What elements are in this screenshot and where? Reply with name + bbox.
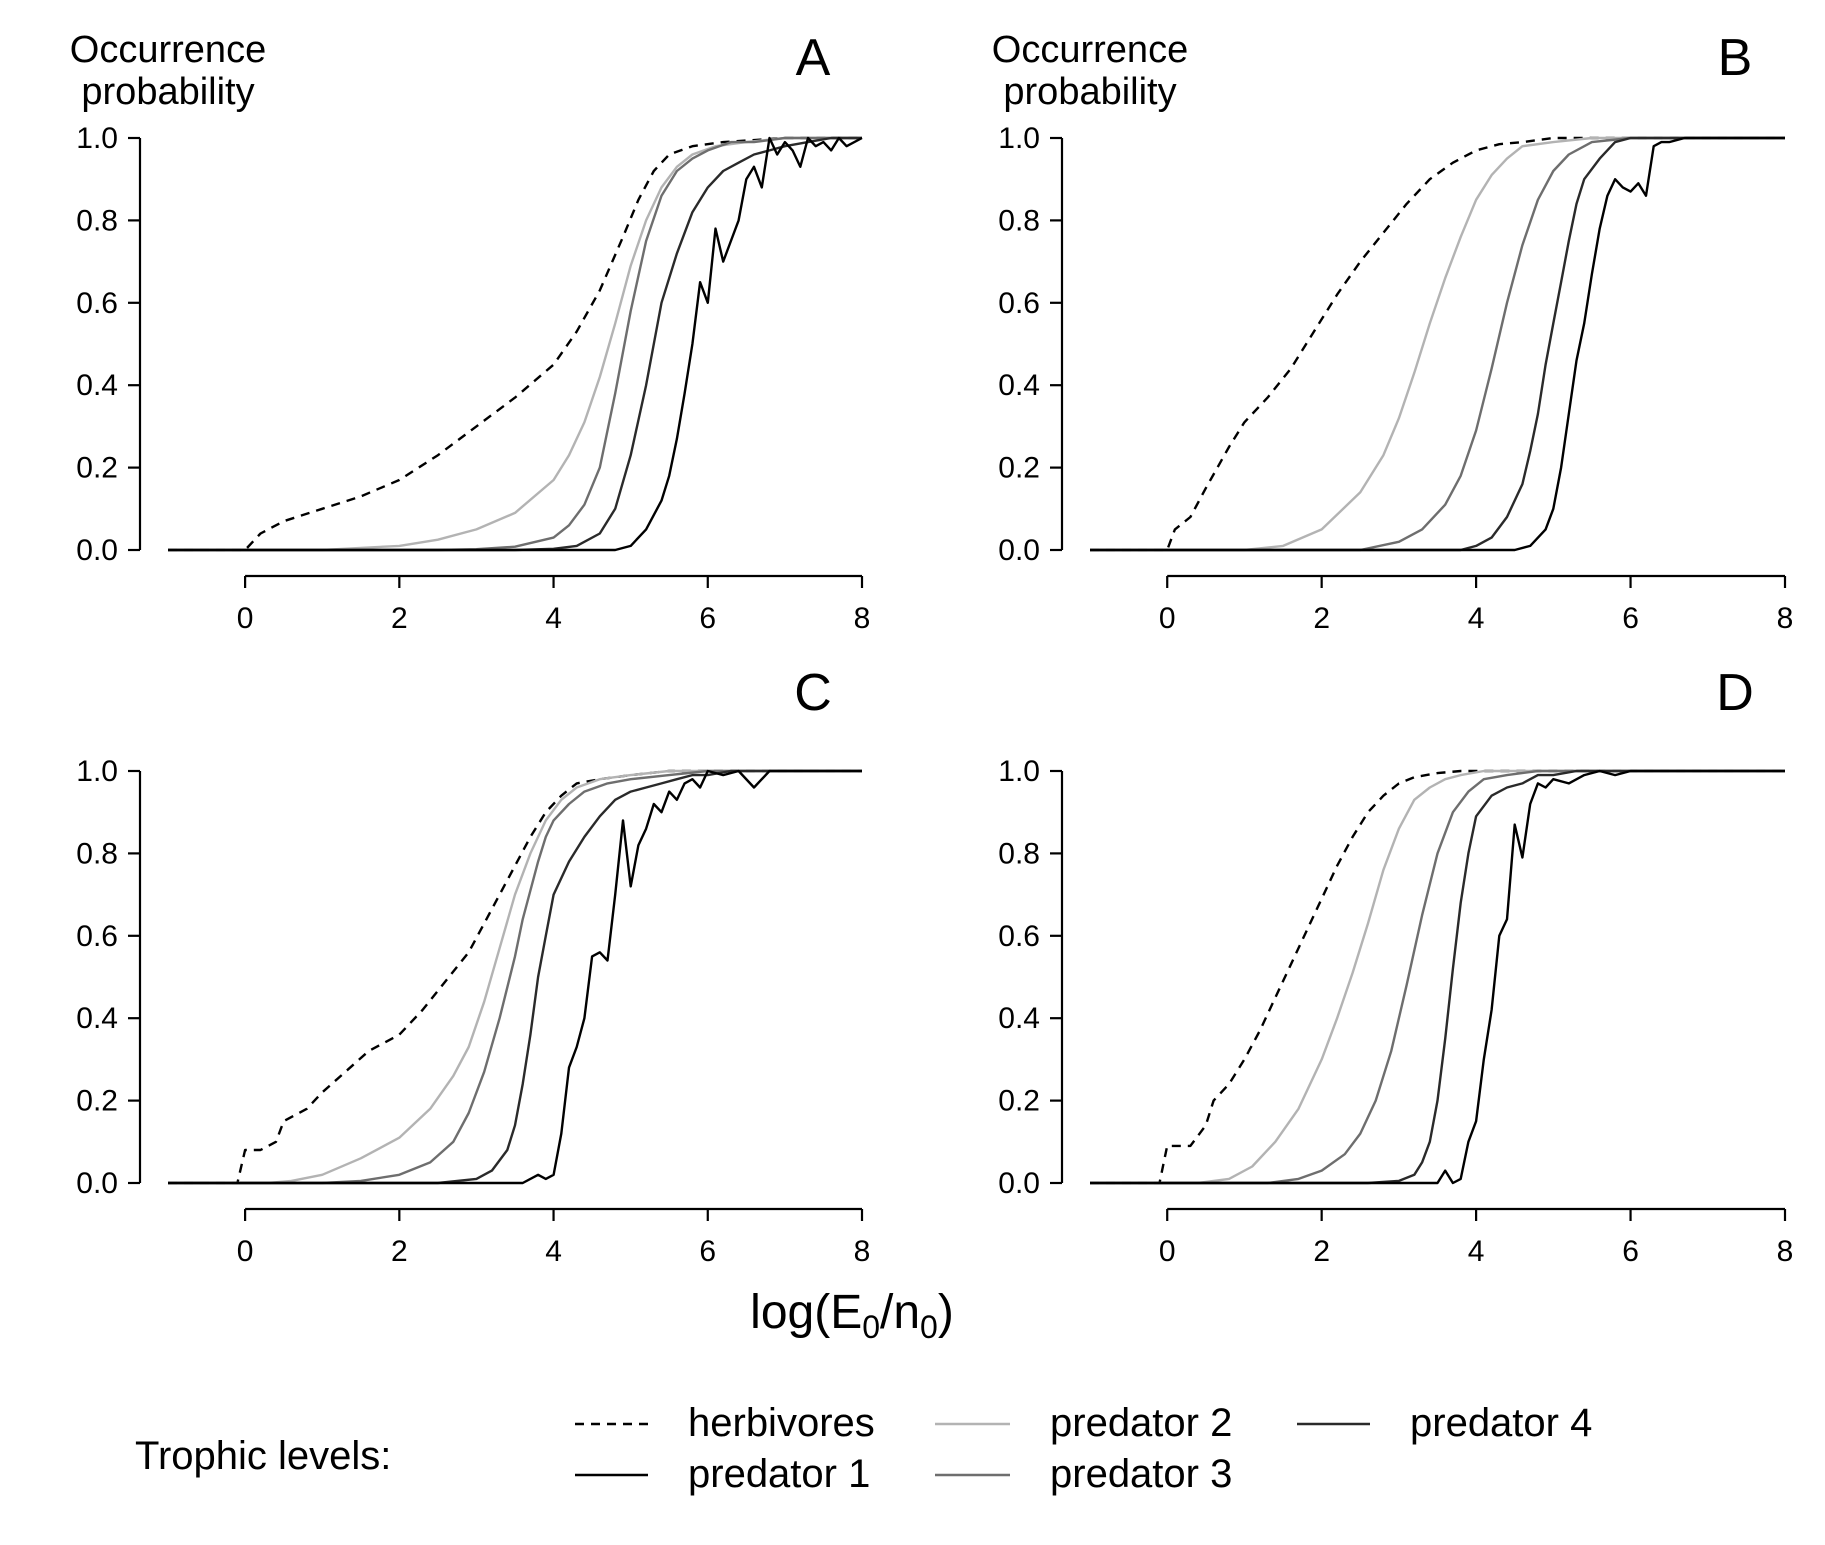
- legend-title: Trophic levels:: [135, 1434, 391, 1478]
- x-axis-label: log(E0/n0): [750, 1286, 954, 1345]
- series-line-predator-4: [1090, 136, 1785, 552]
- x-tick-label: 4: [1468, 1235, 1485, 1268]
- series-line-predator-3: [1090, 769, 1785, 1185]
- panel-letter: C: [794, 664, 832, 722]
- y-tick-label: 0.6: [76, 287, 118, 320]
- series-line-predator-2: [168, 769, 862, 1185]
- y-tick-label: 0.4: [998, 369, 1040, 402]
- legend-label: predator 3: [1050, 1452, 1232, 1496]
- series-line-predator-4: [168, 769, 862, 1185]
- x-tick-label: 8: [1777, 602, 1794, 635]
- legend-item-predator-3: predator 3: [935, 1452, 1232, 1496]
- y-tick-label: 1.0: [998, 755, 1040, 788]
- x-tick-label: 8: [854, 602, 871, 635]
- series-line-predator-4: [1090, 769, 1785, 1185]
- y-tick-label: 0.6: [998, 920, 1040, 953]
- y-tick-label: 0.0: [76, 534, 118, 567]
- legend-item-predator-1: predator 1: [575, 1452, 870, 1496]
- panel-d: 0 2 4 6 8 0.0 0.2 0.4 0.6 0.8 1.0 D: [998, 664, 1793, 1268]
- legend-label: herbivores: [688, 1401, 875, 1445]
- x-axis: 0 2 4 6 8: [237, 574, 871, 635]
- panel-a: 0 2 4 6 8 0.0 0.2 0.4 0.6 0.8 1.0 A Occurrenceprobab…: [70, 29, 871, 635]
- series-line-predator-3: [1090, 136, 1785, 552]
- y-axis: 0.0 0.2 0.4 0.6 0.8 1.0: [998, 122, 1064, 567]
- y-tick-label: 0.6: [76, 920, 118, 953]
- panel-letter: A: [796, 29, 831, 87]
- y-tick-label: 0.4: [998, 1002, 1040, 1035]
- series-line-predator-3: [168, 769, 862, 1185]
- y-axis-label-line1: Occurrence: [70, 29, 266, 71]
- series-line-predator-1: [1090, 769, 1785, 1185]
- x-tick-label: 6: [1622, 602, 1639, 635]
- series-line-predator-1: [168, 769, 862, 1185]
- legend: Trophic levels: herbivores predator 1 pred…: [135, 1401, 1592, 1496]
- y-tick-label: 0.4: [76, 369, 118, 402]
- y-axis-label-line2: probability: [81, 71, 254, 113]
- y-tick-label: 1.0: [998, 122, 1040, 155]
- x-tick-label: 8: [1777, 1235, 1794, 1268]
- series-line-predator-3: [168, 136, 862, 552]
- x-tick-label: 6: [699, 1235, 716, 1268]
- x-tick-label: 4: [545, 1235, 562, 1268]
- panel-c: 0 2 4 6 8 0.0 0.2 0.4 0.6 0.8 1.0 C: [76, 664, 870, 1268]
- x-tick-label: 0: [1159, 602, 1176, 635]
- y-tick-label: 0.0: [998, 534, 1040, 567]
- x-axis: 0 2 4 6 8: [1159, 574, 1794, 635]
- y-tick-label: 0.2: [76, 452, 118, 485]
- x-axis: 0 2 4 6 8: [1159, 1207, 1794, 1268]
- x-tick-label: 0: [237, 1235, 254, 1268]
- x-tick-label: 2: [391, 602, 408, 635]
- series-line-herbivores: [168, 136, 862, 552]
- x-tick-label: 8: [854, 1235, 871, 1268]
- y-tick-label: 0.0: [76, 1167, 118, 1200]
- y-tick-label: 0.2: [76, 1085, 118, 1118]
- x-axis: 0 2 4 6 8: [237, 1207, 871, 1268]
- y-tick-label: 0.2: [998, 1085, 1040, 1118]
- y-tick-label: 0.2: [998, 452, 1040, 485]
- legend-label: predator 1: [688, 1452, 870, 1496]
- y-axis-label-line2: probability: [1003, 71, 1176, 113]
- y-axis: 0.0 0.2 0.4 0.6 0.8 1.0: [76, 122, 142, 567]
- panel-letter: D: [1716, 664, 1754, 722]
- legend-item-predator-4: predator 4: [1297, 1401, 1592, 1445]
- series-line-predator-2: [168, 136, 862, 552]
- x-tick-label: 0: [237, 602, 254, 635]
- y-tick-label: 0.0: [998, 1167, 1040, 1200]
- x-tick-label: 2: [1313, 1235, 1330, 1268]
- y-tick-label: 0.6: [998, 287, 1040, 320]
- y-tick-label: 0.8: [76, 204, 118, 237]
- x-tick-label: 2: [391, 1235, 408, 1268]
- x-tick-label: 4: [545, 602, 562, 635]
- series-line-predator-2: [1090, 136, 1785, 552]
- y-tick-label: 0.8: [76, 837, 118, 870]
- series-line-predator-2: [1090, 769, 1785, 1185]
- legend-label: predator 2: [1050, 1401, 1232, 1445]
- x-tick-label: 6: [699, 602, 716, 635]
- y-tick-label: 1.0: [76, 122, 118, 155]
- series-line-predator-4: [168, 136, 862, 552]
- series-line-herbivores: [1090, 769, 1785, 1185]
- y-axis-label-line1: Occurrence: [992, 29, 1188, 71]
- y-tick-label: 0.4: [76, 1002, 118, 1035]
- y-tick-label: 0.8: [998, 204, 1040, 237]
- series-line-herbivores: [1090, 136, 1785, 552]
- legend-item-predator-2: predator 2: [935, 1401, 1232, 1445]
- y-tick-label: 0.8: [998, 837, 1040, 870]
- series-line-predator-1: [1090, 136, 1785, 552]
- y-axis: 0.0 0.2 0.4 0.6 0.8 1.0: [76, 755, 142, 1200]
- y-axis: 0.0 0.2 0.4 0.6 0.8 1.0: [998, 755, 1064, 1200]
- legend-item-herbivores: herbivores: [575, 1401, 875, 1445]
- panel-b: 0 2 4 6 8 0.0 0.2 0.4 0.6 0.8 1.0 B Occurrenceprobab…: [992, 29, 1794, 635]
- x-tick-label: 0: [1159, 1235, 1176, 1268]
- panel-letter: B: [1718, 29, 1753, 87]
- y-tick-label: 1.0: [76, 755, 118, 788]
- series-line-predator-1: [168, 136, 863, 552]
- x-tick-label: 2: [1313, 602, 1330, 635]
- legend-label: predator 4: [1410, 1401, 1592, 1445]
- panels: 0 2 4 6 80.00.20.40.60.81.0AOccurrenceprobab…: [70, 29, 1794, 1268]
- x-tick-label: 4: [1468, 602, 1485, 635]
- x-tick-label: 6: [1622, 1235, 1639, 1268]
